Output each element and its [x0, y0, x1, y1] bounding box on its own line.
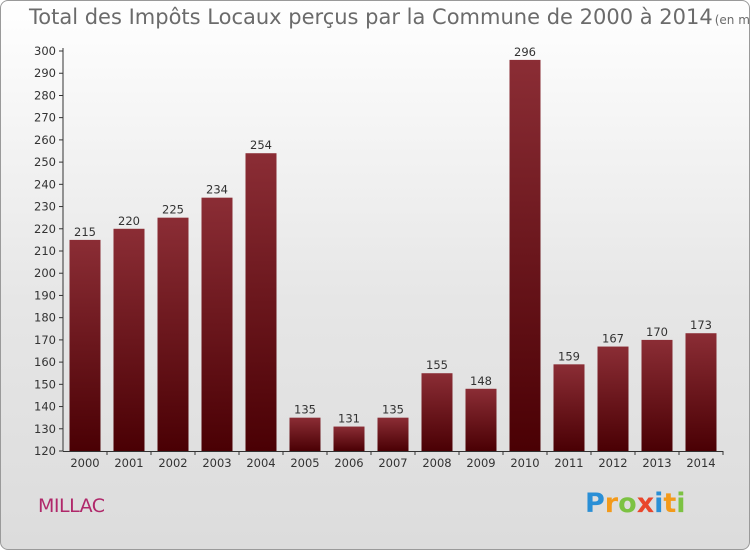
bar-value-label: 159 [558, 349, 580, 363]
logo-letter: x [636, 488, 655, 519]
bar [333, 426, 365, 451]
x-tick-label: 2004 [246, 456, 275, 470]
bar [509, 59, 541, 452]
y-tick-label: 120 [34, 444, 56, 458]
bar-value-label: 131 [338, 412, 360, 426]
bar-value-label: 215 [74, 225, 96, 239]
bar [289, 417, 321, 451]
bar [69, 239, 101, 451]
y-tick-label: 130 [34, 422, 56, 436]
bar-value-label: 155 [426, 358, 448, 372]
logo-letter: P [585, 488, 605, 519]
y-tick-label: 230 [34, 200, 56, 214]
x-tick-label: 2002 [158, 456, 187, 470]
x-tick-label: 2012 [598, 456, 627, 470]
chart-unit-label: (en milliers d'€) [714, 13, 750, 27]
x-tick-label: 2003 [202, 456, 231, 470]
y-tick-label: 270 [34, 111, 56, 125]
bar [245, 153, 277, 451]
bar [421, 373, 453, 451]
y-tick-label: 220 [34, 222, 56, 236]
x-tick-label: 2011 [554, 456, 583, 470]
x-tick-label: 2009 [466, 456, 495, 470]
chart-title: Total des Impôts Locaux perçus par la Co… [29, 5, 713, 29]
bar-value-label: 225 [162, 203, 184, 217]
x-tick-label: 2001 [114, 456, 143, 470]
x-tick-label: 2005 [290, 456, 319, 470]
bar [685, 333, 717, 451]
bar [597, 346, 629, 451]
x-tick-label: 2006 [334, 456, 363, 470]
y-tick-label: 140 [34, 400, 56, 414]
y-tick-label: 210 [34, 244, 56, 258]
bar-value-label: 135 [294, 403, 316, 417]
y-tick-label: 200 [34, 266, 56, 280]
chart-title-group: Total des Impôts Locaux perçus par la Co… [29, 5, 750, 29]
bar-value-label: 296 [514, 45, 536, 59]
bar [465, 388, 497, 451]
bar-value-label: 234 [206, 183, 228, 197]
y-tick-label: 190 [34, 288, 56, 302]
x-tick-label: 2013 [642, 456, 671, 470]
logo-letter: t [663, 488, 677, 519]
logo-letter: i [676, 488, 686, 519]
bar-value-label: 148 [470, 374, 492, 388]
y-tick-label: 250 [34, 155, 56, 169]
x-tick-label: 2010 [510, 456, 539, 470]
bar [377, 417, 409, 451]
y-tick-label: 180 [34, 311, 56, 325]
bar [201, 197, 233, 451]
x-tick-label: 2000 [70, 456, 99, 470]
y-tick-label: 280 [34, 88, 56, 102]
y-tick-label: 240 [34, 177, 56, 191]
bar-value-label: 135 [382, 403, 404, 417]
y-tick-label: 260 [34, 133, 56, 147]
y-tick-label: 150 [34, 377, 56, 391]
proxiti-logo: Proxiti [585, 488, 686, 519]
bar [113, 228, 145, 451]
commune-name: MILLAC [38, 495, 105, 517]
y-tick-label: 290 [34, 66, 56, 80]
logo-letter: o [618, 488, 637, 519]
bar-value-label: 170 [646, 325, 668, 339]
x-tick-label: 2007 [378, 456, 407, 470]
bar-value-label: 220 [118, 214, 140, 228]
bar-value-label: 254 [250, 138, 272, 152]
y-tick-label: 300 [34, 44, 56, 58]
bar [157, 217, 189, 451]
bar-value-label: 173 [690, 318, 712, 332]
x-tick-label: 2008 [422, 456, 451, 470]
bar [553, 364, 585, 451]
bar-value-label: 167 [602, 332, 624, 346]
y-tick-label: 160 [34, 355, 56, 369]
logo-letter: i [654, 488, 664, 519]
bar [641, 339, 673, 451]
y-tick-label: 170 [34, 333, 56, 347]
x-tick-label: 2014 [686, 456, 715, 470]
logo-letter: r [604, 488, 619, 519]
